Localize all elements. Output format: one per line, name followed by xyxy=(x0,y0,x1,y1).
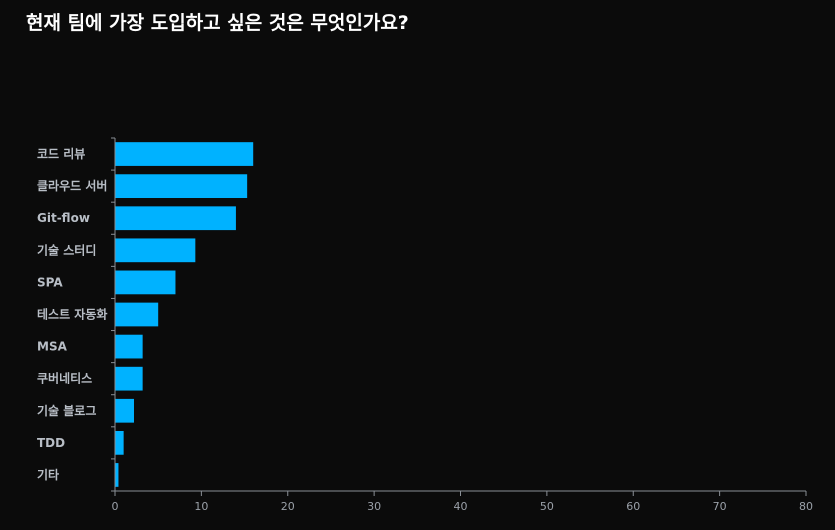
bar-10 xyxy=(115,463,119,487)
chart-title: 현재 팀에 가장 도입하고 싶은 것은 무엇인가요? xyxy=(26,12,409,34)
x-tick-label-2: 20 xyxy=(281,500,295,513)
x-tick-label-1: 10 xyxy=(194,500,208,513)
bar-8 xyxy=(115,398,135,423)
x-axis: 0 10 20 30 40 50 60 70 80 xyxy=(112,490,813,513)
x-tick-label-0: 0 xyxy=(112,500,119,513)
y-axis xyxy=(111,137,116,492)
category-label-7: 쿠버네티스 xyxy=(37,371,92,386)
category-label-5: 테스트 자동화 xyxy=(37,307,107,322)
bar-2 xyxy=(115,206,236,231)
bar-group xyxy=(115,142,254,487)
bar-4 xyxy=(115,270,176,295)
category-label-1: 클라우드 서버 xyxy=(37,178,107,193)
bar-5 xyxy=(115,302,159,327)
x-tick-label-6: 60 xyxy=(626,500,640,513)
x-tick-label-7: 70 xyxy=(713,500,727,513)
bar-3 xyxy=(115,238,196,263)
x-tick-label-5: 50 xyxy=(540,500,554,513)
category-label-9: TDD xyxy=(37,436,65,450)
category-label-4: SPA xyxy=(37,275,63,289)
category-label-6: MSA xyxy=(37,340,68,354)
bar-1 xyxy=(115,174,248,199)
category-label-2: Git-flow xyxy=(37,211,90,225)
bar-6 xyxy=(115,334,143,359)
x-tick-label-3: 30 xyxy=(367,500,381,513)
bar-9 xyxy=(115,430,124,455)
bar-0 xyxy=(115,142,254,166)
category-label-3: 기술 스터디 xyxy=(37,242,96,257)
category-label-0: 코드 리뷰 xyxy=(37,146,85,161)
x-tick-label-8: 80 xyxy=(799,500,813,513)
category-label-10: 기타 xyxy=(37,467,59,482)
bar-7 xyxy=(115,366,143,391)
x-tick-label-4: 40 xyxy=(454,500,468,513)
category-label-8: 기술 블로그 xyxy=(37,403,96,418)
